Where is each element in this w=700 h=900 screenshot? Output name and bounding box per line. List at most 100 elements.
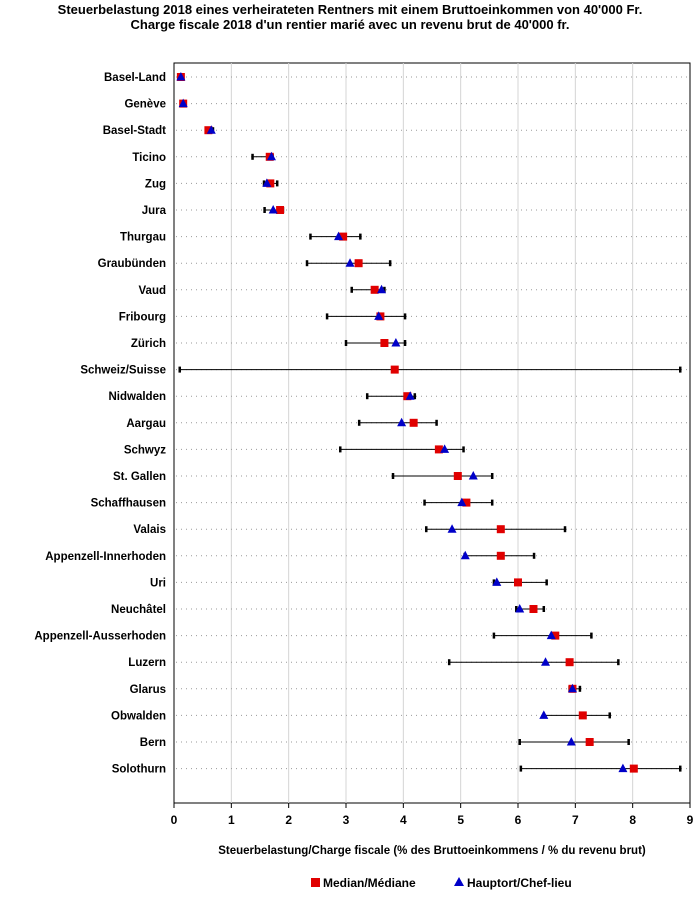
median-marker <box>453 472 462 480</box>
category-label: Fribourg <box>119 311 166 323</box>
capital-marker <box>546 630 556 640</box>
category-label: Ticino <box>132 152 166 164</box>
row-valais: Valais <box>133 524 688 536</box>
x-tick-label-0: 0 <box>171 813 178 827</box>
median-marker <box>551 631 560 640</box>
x-tick-label-4: 4 <box>400 813 407 827</box>
x-tick-label-5: 5 <box>457 813 464 827</box>
category-label: Aargau <box>126 418 166 430</box>
legend-median-marker <box>311 878 320 887</box>
capital-marker <box>447 524 457 533</box>
median-marker <box>629 764 638 773</box>
category-label: Solothurn <box>112 764 166 776</box>
grid-lines <box>230 63 634 803</box>
median-marker <box>565 658 574 667</box>
category-label: Uri <box>150 577 166 589</box>
plot-frame <box>173 62 691 804</box>
legend-capital-label: Hauptort/Chef-lieu <box>467 876 572 890</box>
capital-marker <box>405 391 415 400</box>
category-label: Genève <box>124 99 166 111</box>
capital-marker <box>262 178 272 187</box>
category-label: Graubünden <box>98 258 166 270</box>
capital-marker <box>176 72 186 81</box>
x-tick-label-8: 8 <box>629 813 636 827</box>
row-aargau: Aargau <box>126 417 688 430</box>
capital-marker <box>266 151 276 161</box>
category-label: Neuchâtel <box>111 604 166 616</box>
median-marker <box>462 498 471 507</box>
capital-marker <box>515 604 525 613</box>
median-marker <box>496 551 505 560</box>
capital-marker <box>541 657 551 666</box>
row-neuchatel: Neuchâtel <box>111 604 688 616</box>
capital-marker <box>374 311 384 320</box>
row-zurich: Zürich <box>131 338 688 350</box>
category-label: Appenzell-Ausserhoden <box>34 631 166 643</box>
row-nidwalden: Nidwalden <box>108 391 688 403</box>
category-label: Glarus <box>130 684 166 696</box>
category-label: Vaud <box>139 285 166 297</box>
category-label: Zug <box>145 178 166 190</box>
chart-title: Steuerbelastung 2018 eines verheirateten… <box>58 2 643 17</box>
x-tick-label-3: 3 <box>343 813 350 827</box>
capital-marker <box>460 550 470 560</box>
capital-marker <box>567 683 577 693</box>
median-marker <box>578 711 587 720</box>
category-rows: Basel-Land Genève Basel-Stadt Ticino Zug Jura… <box>34 72 688 776</box>
row-solothurn: Solothurn <box>112 763 688 776</box>
median-marker <box>370 285 379 294</box>
row-obwalden: Obwalden <box>111 710 688 722</box>
capital-marker <box>268 205 278 214</box>
row-luzern: Luzern <box>128 657 688 669</box>
row-glarus: Glarus <box>130 683 688 696</box>
median-marker <box>403 392 412 401</box>
median-marker <box>380 339 389 347</box>
row-bern: Bern <box>140 737 688 749</box>
capital-marker <box>206 125 216 134</box>
plot-area: Basel-Land Genève Basel-Stadt Ticino Zug Jura… <box>34 62 694 827</box>
x-axis: 0 1 2 3 4 5 6 7 8 9 <box>171 803 694 827</box>
category-label: Schweiz/Suisse <box>80 365 166 377</box>
category-label: Bern <box>140 737 166 749</box>
legend-median-label: Median/Médiane <box>323 876 416 890</box>
capital-marker <box>440 444 450 453</box>
median-marker <box>276 206 285 214</box>
median-marker <box>390 365 399 374</box>
median-marker <box>496 525 505 534</box>
x-axis-title: Steuerbelastung/Charge fiscale (% des Br… <box>218 845 646 857</box>
capital-marker <box>391 338 401 347</box>
category-label: Valais <box>133 524 166 536</box>
category-label: Schwyz <box>124 444 166 456</box>
capital-marker <box>377 284 387 294</box>
row-st-gallen: St. Gallen <box>113 471 688 483</box>
legend: Median/Médiane Hauptort/Chef-lieu <box>311 876 572 890</box>
row-graubunden: Graubünden <box>98 258 688 270</box>
capital-marker <box>618 763 628 773</box>
capital-marker <box>492 577 502 586</box>
median-marker <box>266 179 275 188</box>
legend-capital-marker <box>454 877 464 886</box>
category-label: Schaffhausen <box>91 498 166 510</box>
row-schwyz: Schwyz <box>124 444 688 456</box>
median-marker <box>514 578 522 587</box>
median-marker <box>585 738 594 746</box>
median-marker <box>409 418 418 427</box>
capital-marker <box>566 737 576 746</box>
capital-marker <box>457 497 467 507</box>
capital-marker <box>539 710 549 719</box>
x-tick-label-6: 6 <box>515 813 522 827</box>
row-schaffhausen: Schaffhausen <box>91 497 688 510</box>
chart-subtitle: Charge fiscale 2018 d'un rentier marié a… <box>131 17 570 32</box>
median-marker <box>204 126 213 135</box>
median-marker <box>434 445 443 454</box>
row-thurgau: Thurgau <box>120 231 688 244</box>
row-appenzell-ausserhoden: Appenzell-Ausserhoden <box>34 630 688 643</box>
category-label: Thurgau <box>120 232 166 244</box>
capital-marker <box>334 231 344 241</box>
capital-marker <box>345 258 355 267</box>
capital-marker <box>178 98 188 108</box>
x-tick-label-2: 2 <box>285 813 292 827</box>
row-uri: Uri <box>150 577 688 589</box>
x-tick-label-7: 7 <box>572 813 579 827</box>
category-label: Nidwalden <box>108 391 166 403</box>
